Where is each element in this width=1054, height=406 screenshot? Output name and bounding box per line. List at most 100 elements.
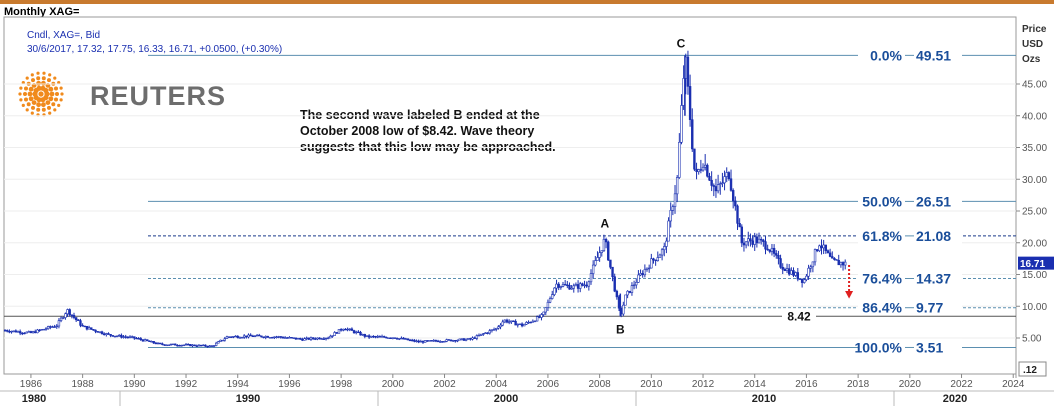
candle-body xyxy=(3,330,7,332)
candle-body xyxy=(492,329,496,331)
candle-body xyxy=(253,335,257,337)
candle-body xyxy=(514,321,517,326)
candle-body xyxy=(641,273,644,276)
candle-body xyxy=(785,268,789,271)
candle-body xyxy=(346,328,349,331)
logo-dot xyxy=(41,80,46,86)
candle-body xyxy=(615,290,619,298)
chart-window-title: Monthly XAG= xyxy=(4,6,80,18)
candle-body xyxy=(516,323,519,326)
candle-body xyxy=(753,236,756,245)
x-tick-label: 2002 xyxy=(433,379,456,390)
candle-body xyxy=(281,336,285,339)
candle-body xyxy=(800,278,804,283)
candle-body xyxy=(51,326,54,328)
candle-body xyxy=(94,329,97,332)
candle-body xyxy=(389,337,392,339)
candle-body xyxy=(426,340,429,342)
candle-body xyxy=(727,172,731,180)
logo-dot xyxy=(59,98,63,102)
candle-body xyxy=(587,281,591,287)
candle-body xyxy=(87,327,91,330)
x-tick-label: 2004 xyxy=(485,379,508,390)
logo-dot xyxy=(48,86,54,92)
candle-body xyxy=(581,283,584,286)
wave-label-b: B xyxy=(616,322,625,336)
candle-body xyxy=(738,223,741,228)
candle-body xyxy=(583,284,586,287)
candle-body xyxy=(376,336,379,338)
annotation-line-2: October 2008 low of $8.42. Wave theory xyxy=(300,124,534,138)
candle-body xyxy=(551,294,554,299)
candle-body xyxy=(568,285,571,290)
candle-body xyxy=(171,343,175,346)
candle-body xyxy=(370,335,373,338)
candle-body xyxy=(165,344,168,347)
candle-body xyxy=(163,344,166,346)
candle-body xyxy=(449,339,453,342)
candle-body xyxy=(344,328,347,331)
candle-body xyxy=(579,283,582,289)
candle-body xyxy=(518,323,522,325)
candle-body xyxy=(775,253,778,256)
current-price-tag xyxy=(1018,256,1054,270)
scale-box xyxy=(1018,361,1047,377)
candle-body xyxy=(199,344,203,347)
candle-body xyxy=(563,284,567,286)
candle-body xyxy=(507,321,511,323)
candle-body xyxy=(421,341,425,343)
candle-body xyxy=(374,336,377,338)
logo-dot xyxy=(55,92,59,96)
candle-body xyxy=(322,338,326,340)
candle-body xyxy=(130,336,134,338)
candle-body xyxy=(10,330,13,333)
candle-body xyxy=(497,326,500,329)
candle-body xyxy=(298,338,302,340)
candle-body xyxy=(540,314,543,318)
candle-body xyxy=(839,262,843,266)
candle-body xyxy=(596,257,599,261)
current-price-label: 16.71 xyxy=(1020,259,1045,270)
candle-body xyxy=(697,169,700,172)
x-tick-label: 1992 xyxy=(175,379,198,390)
candle-body xyxy=(589,273,593,283)
candle-body xyxy=(204,344,207,347)
x-tick-label: 2000 xyxy=(382,379,405,390)
candle-body xyxy=(609,259,612,268)
candle-body xyxy=(217,341,220,344)
candle-body xyxy=(488,330,491,334)
candle-body xyxy=(451,340,455,342)
candle-body xyxy=(378,336,382,338)
logo-dot xyxy=(26,102,31,107)
candle-body xyxy=(361,334,364,336)
candle-body xyxy=(404,338,407,340)
y-tick-label: 15.00 xyxy=(1022,270,1047,281)
candle-body xyxy=(643,269,647,276)
logo-dot xyxy=(59,86,63,90)
candle-body xyxy=(479,333,483,336)
candle-body xyxy=(531,320,535,323)
candle-body xyxy=(807,267,810,277)
candle-body xyxy=(355,331,358,334)
candle-body xyxy=(639,273,642,276)
logo-dot xyxy=(25,108,29,112)
candle-body xyxy=(247,334,250,338)
candle-body xyxy=(100,331,104,335)
support-label: 8.42 xyxy=(787,309,811,323)
candle-body xyxy=(768,249,772,252)
candle-body xyxy=(469,338,472,340)
logo-dot xyxy=(36,76,41,81)
legend-series-name: Cndl, XAG=, Bid xyxy=(27,30,100,41)
logo-dot xyxy=(43,87,49,94)
candle-body xyxy=(8,330,11,333)
candle-body xyxy=(464,339,468,341)
candle-body xyxy=(90,327,93,330)
candle-body xyxy=(434,340,438,342)
candle-body xyxy=(553,287,556,295)
candle-body xyxy=(460,338,463,340)
logo-dot xyxy=(41,102,46,108)
candle-body xyxy=(182,344,186,347)
candle-body xyxy=(62,317,65,319)
top-accent-bar xyxy=(0,0,1054,4)
candle-body xyxy=(109,333,112,336)
